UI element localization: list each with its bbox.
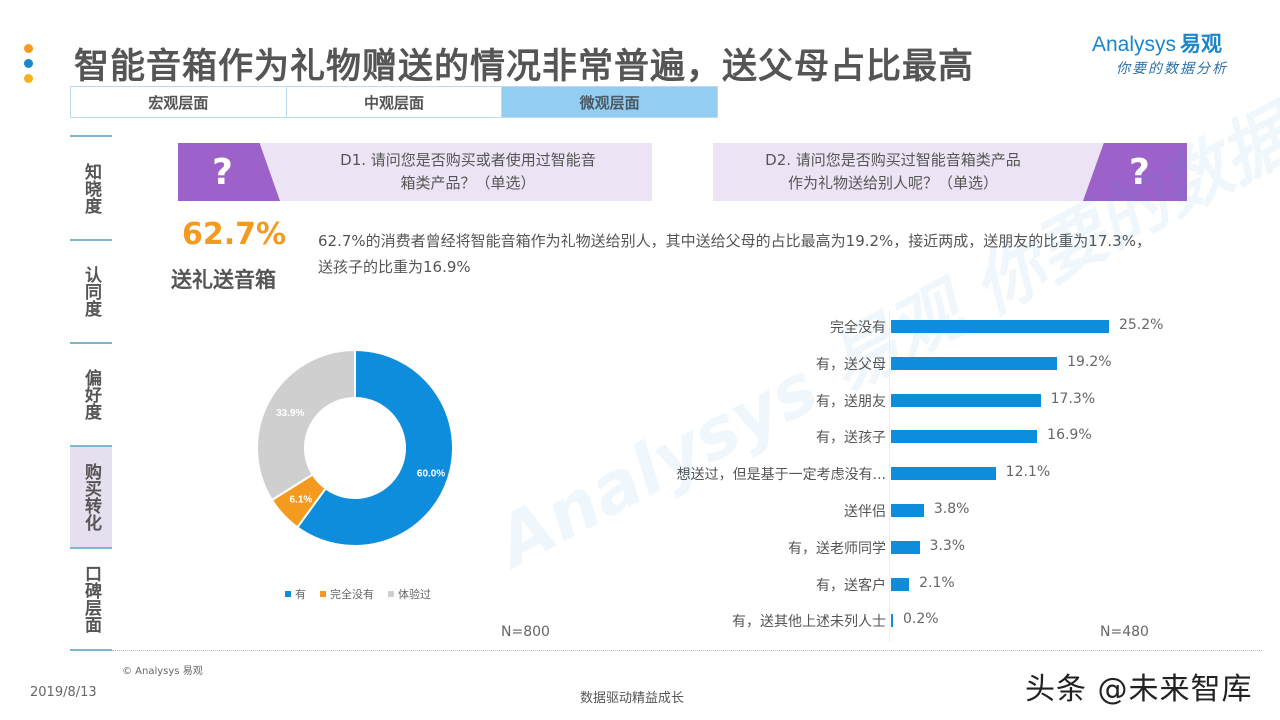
sidebar-item-purchase-conversion[interactable]: 购买转化 <box>70 447 112 547</box>
donut-sample-size: N=800 <box>501 624 550 640</box>
sidebar-item-label: 购买转化 <box>81 463 101 531</box>
bar-row: 有，送父母 19.2% <box>640 345 1200 382</box>
sidebar-item-preference[interactable]: 偏好度 <box>70 344 112 445</box>
source-watermark: 头条 @未来智库 <box>1025 672 1253 707</box>
analysys-logo: Analysys 易观 你要的数据分析 <box>1092 28 1262 78</box>
logo-brand-en: Analysys <box>1092 33 1177 56</box>
bar <box>891 504 924 517</box>
sidebar-item-label: 偏好度 <box>81 369 101 420</box>
header-dot-3 <box>24 74 33 83</box>
bar-label: 完全没有 <box>830 320 886 336</box>
bar <box>891 430 1038 444</box>
bar-row: 有，送老师同学 3.3% <box>640 529 1200 566</box>
sidebar-item-label: 认同度 <box>81 266 101 317</box>
copyright: © Analysys 易观 <box>122 666 203 677</box>
bar-row: 有，送朋友 17.3% <box>640 382 1200 419</box>
sidebar-item-label: 口碑层面 <box>81 565 101 633</box>
bar-value-label: 19.2% <box>1067 353 1112 370</box>
question-icon: ? <box>178 143 280 201</box>
legend-item-never: 完全没有 <box>320 586 374 602</box>
logo-brand-cn: 易观 <box>1180 33 1223 56</box>
header-dot-1 <box>24 44 33 53</box>
sidebar-divider <box>70 649 112 651</box>
bar-value-label: 0.2% <box>903 611 939 628</box>
level-tabs: 宏观层面 中观层面 微观层面 <box>70 86 718 118</box>
question-d2-text: D2. 请问您是否购买过智能音箱类产品 作为礼物送给别人呢？（单选） <box>765 151 1021 192</box>
report-date: 2019/8/13 <box>30 685 97 700</box>
bar <box>891 540 920 554</box>
bar-value-label: 3.8% <box>933 501 970 517</box>
bar-label: 有，送父母 <box>816 356 886 373</box>
bar-row: 有，送客户 2.1% <box>640 566 1200 603</box>
bar-label: 送伴侣 <box>844 504 886 520</box>
bar <box>891 356 1058 370</box>
bar-row: 有，送孩子 16.9% <box>640 418 1200 455</box>
tab-micro[interactable]: 微观层面 <box>502 87 718 117</box>
bar <box>891 577 910 591</box>
header-dot-2 <box>24 59 33 68</box>
bar <box>891 393 1041 407</box>
legend-item-yes: 有 <box>285 586 306 602</box>
footer-tagline: 数据驱动精益成长 <box>580 691 685 706</box>
tab-macro[interactable]: 宏观层面 <box>71 87 287 117</box>
bar-label: 想送过，但是基于一定考虑没有... <box>676 467 886 484</box>
bar-value-label: 25.2% <box>1118 317 1164 333</box>
donut-chart: 60.0% 6.1% 33.9% <box>255 348 455 548</box>
sidebar-item-label: 知晓度 <box>81 162 101 214</box>
donut-legend: 有 完全没有 体验过 <box>285 586 431 602</box>
bar-label: 有，送朋友 <box>816 393 886 410</box>
bar-label: 有，送其他上述未列人士 <box>732 614 886 631</box>
bar-label: 有，送孩子 <box>816 430 886 447</box>
bar-value-label: 2.1% <box>919 574 955 591</box>
bar-sample-size: N=480 <box>1100 624 1149 640</box>
bar <box>891 467 996 481</box>
bar-value-label: 3.3% <box>929 537 966 554</box>
bar-row: 想送过，但是基于一定考虑没有... 12.1% <box>640 455 1200 492</box>
question-icon: ? <box>1083 143 1187 201</box>
donut-slice-label: 6.1% <box>289 494 312 505</box>
footer-divider <box>112 650 1262 651</box>
bar-row: 送伴侣 3.8% <box>640 492 1200 529</box>
donut-slice <box>256 348 356 502</box>
sidebar-item-word-of-mouth[interactable]: 口碑层面 <box>70 549 112 649</box>
sidebar-item-awareness[interactable]: 知晓度 <box>70 137 112 239</box>
sidebar-item-recognition[interactable]: 认同度 <box>70 241 112 342</box>
bar <box>891 614 893 628</box>
bar-value-label: 16.9% <box>1047 427 1092 444</box>
bar-value-label: 17.3% <box>1050 390 1096 407</box>
sidebar-divider <box>70 135 112 137</box>
donut-slice <box>295 348 454 547</box>
question-d1-text: D1. 请问您是否购买或者使用过智能音 箱类产品？（单选） <box>340 151 596 192</box>
question-d2-box: D2. 请问您是否购买过智能音箱类产品 作为礼物送给别人呢？（单选） ? <box>713 143 1187 201</box>
bar-label: 有，送老师同学 <box>788 540 886 557</box>
bar-row: 完全没有 25.2% <box>640 308 1200 345</box>
bar-chart-axis <box>889 310 890 642</box>
donut-slice-label: 60.0% <box>417 469 445 480</box>
bar-label: 有，送客户 <box>816 577 886 594</box>
bar-row: 有，送其他上述未列人士 0.2% <box>640 602 1200 639</box>
bar <box>891 320 1109 333</box>
highlight-value: 62.7% <box>182 217 287 252</box>
donut-slice-label: 33.9% <box>276 408 304 419</box>
tab-meso[interactable]: 中观层面 <box>286 87 503 117</box>
sidebar-divider <box>70 342 112 344</box>
sidebar-divider <box>70 445 112 447</box>
page-title: 智能音箱作为礼物赠送的情况非常普遍，送父母占比最高 <box>74 47 975 87</box>
sidebar-divider <box>70 239 112 241</box>
logo-slogan: 你要的数据分析 <box>1116 61 1228 77</box>
highlight-label: 送礼送音箱 <box>171 268 276 292</box>
summary-text: 62.7%的消费者曾经将智能音箱作为礼物送给别人，其中送给父母的占比最高为19.… <box>318 232 1151 276</box>
question-d1-box: ? D1. 请问您是否购买或者使用过智能音 箱类产品？（单选） <box>178 143 652 201</box>
bar-value-label: 12.1% <box>1005 464 1051 481</box>
legend-item-tried: 体验过 <box>388 586 431 602</box>
sidebar-divider <box>70 547 112 549</box>
